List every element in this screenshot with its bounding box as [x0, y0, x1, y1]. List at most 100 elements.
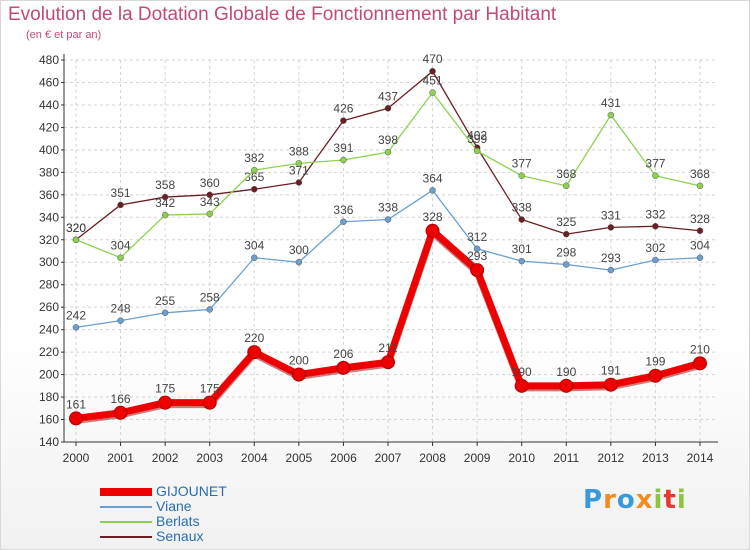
data-point-gijounet: [470, 263, 485, 278]
data-point-berlats: [72, 236, 80, 244]
data-label-berlats: 368: [690, 167, 710, 181]
data-label-viane: 302: [645, 241, 665, 255]
data-label-senaux: 328: [690, 212, 710, 226]
legend-swatch: [100, 536, 152, 538]
legend-label: GIJOUNET: [156, 483, 227, 499]
data-point-gijounet: [69, 411, 83, 426]
data-point-viane: [518, 257, 525, 265]
x-tick-label: 2009: [464, 451, 491, 465]
logo-letter: r: [603, 485, 617, 515]
x-tick-label: 2004: [241, 451, 268, 465]
data-label-gijounet: 328: [423, 210, 443, 224]
data-point-berlats: [251, 166, 258, 174]
proxiti-logo: Proxiti: [583, 485, 687, 515]
logo-letter: P: [583, 485, 604, 515]
data-label-senaux: 426: [333, 102, 353, 116]
x-tick-label: 2001: [107, 451, 134, 465]
data-point-senaux: [607, 224, 615, 231]
data-point-viane: [696, 254, 704, 261]
data-label-berlats: 451: [423, 74, 443, 88]
data-label-berlats: 398: [378, 133, 398, 147]
data-label-gijounet: 190: [556, 365, 576, 379]
data-point-berlats: [206, 210, 213, 218]
y-tick-label: 240: [39, 323, 59, 337]
legend-label: Viane: [156, 498, 192, 514]
legend-swatch: [100, 506, 152, 508]
data-label-viane: 312: [467, 230, 487, 244]
data-point-berlats: [652, 172, 659, 179]
data-label-gijounet: 166: [111, 392, 131, 406]
data-label-senaux: 325: [556, 215, 576, 229]
data-point-gijounet: [559, 378, 574, 393]
data-label-viane: 293: [601, 251, 621, 265]
legend-swatch: [100, 488, 152, 496]
data-label-senaux: 320: [66, 221, 86, 235]
legend-label: Senaux: [156, 528, 204, 544]
data-point-berlats: [607, 111, 615, 119]
data-label-viane: 304: [244, 239, 264, 253]
data-label-viane: 338: [378, 201, 398, 215]
data-label-berlats: 431: [601, 96, 621, 110]
y-tick-label: 180: [39, 390, 59, 404]
y-tick-label: 160: [39, 413, 59, 427]
data-label-senaux: 470: [423, 52, 443, 66]
data-point-berlats: [384, 148, 392, 156]
logo-letter: i: [676, 485, 687, 515]
x-tick-label: 2006: [330, 451, 357, 465]
data-point-senaux: [518, 216, 525, 223]
legend-swatch: [100, 521, 152, 523]
data-point-viane: [251, 254, 258, 261]
data-point-senaux: [563, 230, 570, 238]
data-point-senaux: [295, 179, 303, 186]
data-point-senaux: [696, 227, 704, 235]
data-label-senaux: 331: [601, 208, 621, 222]
data-label-gijounet: 293: [467, 249, 487, 263]
chart-subtitle: (en € et par an): [26, 29, 102, 41]
data-label-gijounet: 206: [333, 347, 353, 361]
x-tick-label: 2003: [196, 451, 223, 465]
legend-label: Berlats: [156, 513, 200, 529]
x-tick-label: 2000: [63, 451, 90, 465]
logo-letter: t: [663, 485, 677, 515]
data-label-berlats: 368: [556, 167, 576, 181]
data-label-viane: 300: [289, 243, 309, 257]
data-point-gijounet: [425, 223, 440, 238]
data-point-viane: [473, 245, 481, 253]
y-tick-label: 320: [39, 233, 59, 247]
y-tick-label: 400: [39, 143, 59, 157]
data-point-gijounet: [291, 367, 306, 382]
data-point-gijounet: [380, 355, 395, 370]
data-label-senaux: 358: [155, 178, 175, 192]
x-tick-label: 2002: [152, 451, 179, 465]
data-label-berlats: 320: [66, 221, 86, 235]
data-label-gijounet: 161: [66, 397, 86, 411]
data-label-gijounet: 199: [645, 355, 665, 369]
y-tick-label: 200: [39, 368, 59, 382]
data-point-senaux: [340, 117, 347, 124]
data-label-viane: 258: [200, 290, 220, 304]
data-point-gijounet: [603, 377, 618, 392]
chart-title: Evolution de la Dotation Globale de Fonc…: [8, 4, 557, 25]
data-label-berlats: 382: [244, 151, 264, 165]
data-point-senaux: [206, 191, 213, 199]
y-tick-label: 280: [39, 278, 59, 292]
y-tick-label: 340: [39, 210, 59, 224]
data-label-viane: 304: [690, 239, 710, 253]
data-label-berlats: 377: [512, 157, 532, 171]
data-point-gijounet: [158, 395, 173, 410]
data-label-senaux: 351: [111, 186, 131, 200]
data-point-viane: [563, 261, 570, 268]
data-label-berlats: 342: [155, 196, 175, 210]
data-label-senaux: 402: [467, 129, 487, 143]
data-label-berlats: 304: [111, 239, 131, 253]
data-point-gijounet: [514, 378, 529, 393]
logo-letter: i: [653, 485, 664, 515]
data-point-gijounet: [648, 368, 663, 383]
data-label-senaux: 360: [200, 176, 220, 190]
y-tick-label: 360: [39, 188, 59, 202]
data-label-viane: 298: [556, 245, 576, 259]
data-point-berlats: [117, 254, 124, 261]
data-point-viane: [295, 258, 303, 266]
x-tick-label: 2014: [687, 451, 714, 465]
x-tick-label: 2010: [508, 451, 535, 465]
